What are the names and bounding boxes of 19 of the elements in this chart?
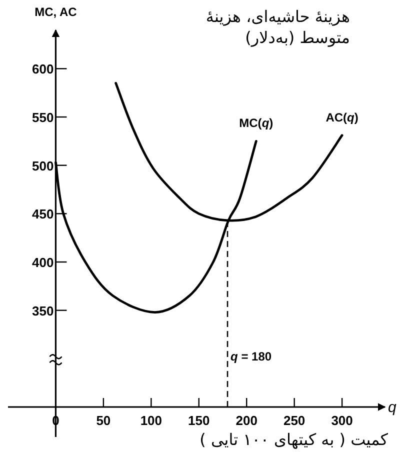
x-tick-label: 150 [188, 413, 210, 428]
y-tick-label: 450 [32, 206, 54, 222]
x-tick-label: 250 [283, 413, 306, 428]
x-tick-label: 100 [140, 413, 162, 428]
y-tick-label: 550 [32, 110, 54, 125]
series-label: AC(q) [326, 110, 358, 124]
series-label: MC(q) [239, 116, 274, 130]
y-tick-label: 350 [32, 303, 54, 318]
y-tick-label: 600 [32, 62, 54, 77]
y-axis-title: MC, AC [34, 5, 78, 19]
ref-line-label: q = 180 [230, 350, 272, 364]
x-tick-label: 200 [236, 413, 258, 428]
y-tick-label: 400 [32, 255, 54, 270]
y-tick-label: 500 [32, 158, 54, 174]
x-axis-title: q [388, 399, 397, 416]
x-tick-label: 50 [96, 413, 111, 428]
chart-title: هزینهٔ حاشیه‌ای، هزینهٔ متوسط (به‌دلار) [204, 6, 350, 48]
text: کمیت ( به کیتهای ۱۰۰ تایی ) [200, 430, 388, 449]
x-tick-label: 300 [331, 413, 353, 428]
